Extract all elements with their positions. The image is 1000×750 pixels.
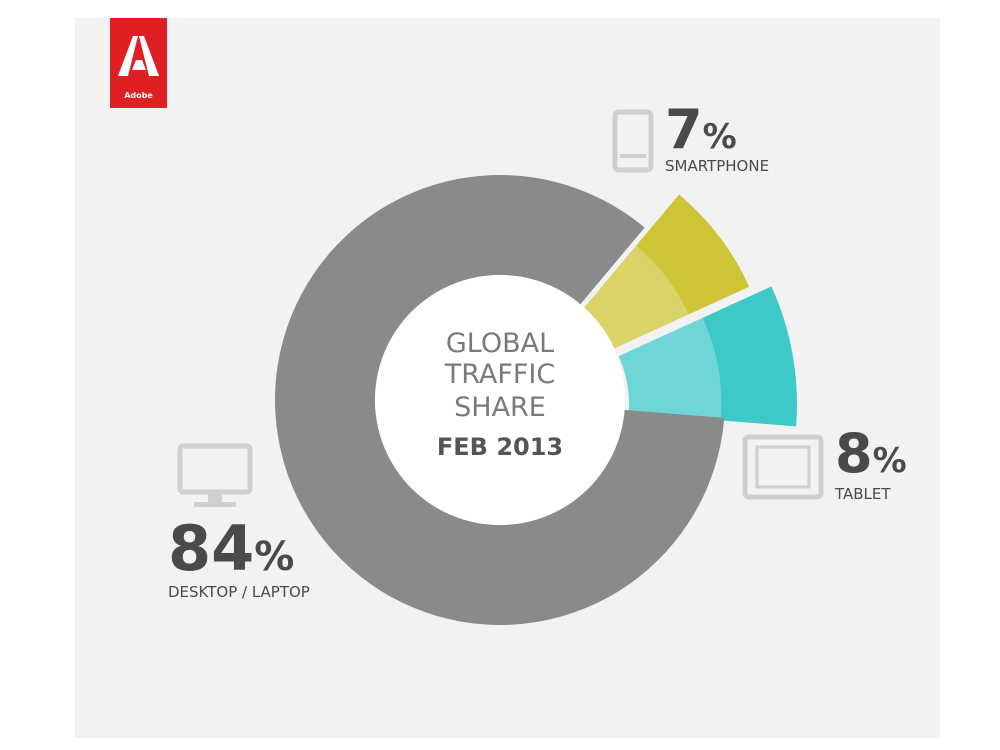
- slice-smartphone-inner-band: [583, 245, 689, 349]
- desktop-label: DESKTOP / LAPTOP: [168, 583, 310, 601]
- slice-desktop-laptop: [274, 174, 725, 625]
- donut-center-hole: [375, 275, 625, 525]
- smartphone-value: 7%: [665, 98, 737, 161]
- adobe-logo-text: Adobe: [124, 91, 153, 100]
- monitor-icon: [177, 443, 253, 507]
- center-label-line-1: GLOBAL: [446, 328, 554, 359]
- slice-tablet: [618, 286, 798, 427]
- slice-tablet-inner-band: [618, 317, 722, 421]
- smartphone-label: SMARTPHONE: [665, 157, 769, 175]
- tablet-value: 8%: [835, 422, 907, 485]
- desktop-value: 84%: [168, 512, 294, 585]
- center-label-line-2: TRAFFIC: [444, 359, 556, 390]
- center-label-line-3: SHARE: [454, 392, 546, 423]
- slice-smartphone: [583, 194, 750, 349]
- tablet-label: TABLET: [834, 485, 891, 503]
- adobe-logo: Adobe: [110, 18, 167, 108]
- adobe-logo-mark: [118, 36, 159, 76]
- center-date: FEB 2013: [437, 433, 563, 461]
- tablet-icon: [742, 434, 824, 500]
- smartphone-icon: [612, 109, 654, 173]
